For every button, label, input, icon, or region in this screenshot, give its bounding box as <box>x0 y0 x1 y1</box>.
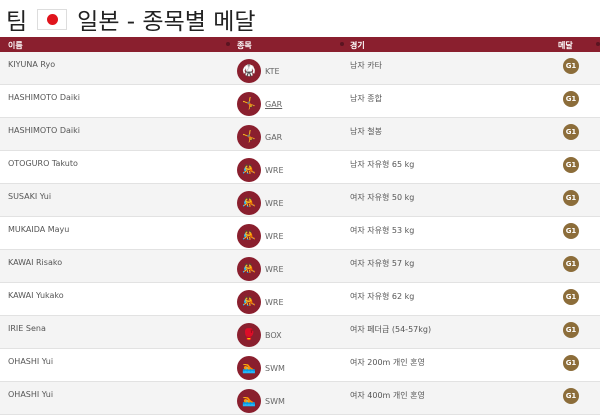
athlete-name[interactable]: KAWAI Risako <box>8 258 63 267</box>
karate-icon: 🥋 <box>237 59 261 83</box>
wrestling-icon: 🤼 <box>237 191 261 215</box>
sport-code[interactable]: KTE <box>265 67 280 76</box>
sport-code[interactable]: BOX <box>265 331 282 340</box>
athlete-name[interactable]: HASHIMOTO Daiki <box>8 93 81 102</box>
table-header: 이름 종목 경기 메달 <box>0 37 600 52</box>
header-sport[interactable]: 종목 <box>237 41 252 50</box>
gold-medal-icon: G1 <box>563 124 579 140</box>
athlete-name[interactable]: OTOGURO Takuto <box>8 159 78 168</box>
table-row: IRIE Sena 🥊 BOX 여자 페더급 (54-57kg) G1 <box>0 316 600 349</box>
athlete-name[interactable]: IRIE Sena <box>8 324 46 333</box>
event-name: 남자 자유형 65 kg <box>350 160 415 169</box>
header-medal[interactable]: 메달 <box>558 41 573 50</box>
sport-code[interactable]: GAR <box>265 100 283 109</box>
gold-medal-icon: G1 <box>563 355 579 371</box>
swimming-icon: 🏊 <box>237 356 261 380</box>
table-row: OHASHI Yui 🏊 SWM 여자 200m 개인 혼영 G1 <box>0 349 600 382</box>
sport-code[interactable]: WRE <box>265 166 284 175</box>
athlete-name[interactable]: OHASHI Yui <box>8 357 54 366</box>
athlete-name[interactable]: OHASHI Yui <box>8 390 54 399</box>
athlete-name[interactable]: HASHIMOTO Daiki <box>8 126 81 135</box>
event-name: 여자 자유형 62 kg <box>350 292 415 301</box>
table-row: KAWAI Risako 🤼 WRE 여자 자유형 57 kg G1 <box>0 250 600 283</box>
sport-code[interactable]: WRE <box>265 298 284 307</box>
gold-medal-icon: G1 <box>563 388 579 404</box>
medal-table-body: KIYUNA Ryo 🥋 KTE 남자 카타 G1 HASHIMOTO Daiki… <box>0 52 600 415</box>
sort-icon[interactable] <box>226 42 230 46</box>
event-name: 여자 자유형 57 kg <box>350 259 415 268</box>
gold-medal-icon: G1 <box>563 256 579 272</box>
sport-code[interactable]: SWM <box>265 364 285 373</box>
event-name: 남자 카타 <box>350 61 382 70</box>
boxing-icon: 🥊 <box>237 323 261 347</box>
gold-medal-icon: G1 <box>563 91 579 107</box>
table-row: HASHIMOTO Daiki 🤸 GAR 남자 종합 G1 <box>0 85 600 118</box>
event-name: 남자 종합 <box>350 94 382 103</box>
athlete-name[interactable]: SUSAKI Yui <box>8 192 52 201</box>
table-row: KIYUNA Ryo 🥋 KTE 남자 카타 G1 <box>0 52 600 85</box>
sport-code[interactable]: WRE <box>265 199 284 208</box>
event-name: 여자 200m 개인 혼영 <box>350 358 425 367</box>
table-row: KAWAI Yukako 🤼 WRE 여자 자유형 62 kg G1 <box>0 283 600 316</box>
athlete-name[interactable]: MUKAIDA Mayu <box>8 225 70 234</box>
event-name: 남자 철봉 <box>350 127 382 136</box>
swimming-icon: 🏊 <box>237 389 261 413</box>
gold-medal-icon: G1 <box>563 289 579 305</box>
table-row: MUKAIDA Mayu 🤼 WRE 여자 자유형 53 kg G1 <box>0 217 600 250</box>
sport-code[interactable]: SWM <box>265 397 285 406</box>
header-name[interactable]: 이름 <box>8 41 23 50</box>
gymnastics-icon: 🤸 <box>237 125 261 149</box>
athlete-name[interactable]: KIYUNA Ryo <box>8 60 56 69</box>
header-event[interactable]: 경기 <box>350 41 365 50</box>
table-row: SUSAKI Yui 🤼 WRE 여자 자유형 50 kg G1 <box>0 184 600 217</box>
wrestling-icon: 🤼 <box>237 224 261 248</box>
title-text: 일본 - 종목별 메달 <box>77 9 256 35</box>
sport-code[interactable]: WRE <box>265 232 284 241</box>
sort-icon[interactable] <box>596 42 600 46</box>
athlete-name[interactable]: KAWAI Yukako <box>8 291 64 300</box>
gold-medal-icon: G1 <box>563 157 579 173</box>
wrestling-icon: 🤼 <box>237 257 261 281</box>
sort-icon[interactable] <box>340 42 344 46</box>
event-name: 여자 400m 개인 혼영 <box>350 391 425 400</box>
table-row: HASHIMOTO Daiki 🤸 GAR 남자 철봉 G1 <box>0 118 600 151</box>
event-name: 여자 페더급 (54-57kg) <box>350 325 432 334</box>
event-name: 여자 자유형 50 kg <box>350 193 415 202</box>
gold-medal-icon: G1 <box>563 223 579 239</box>
gold-medal-icon: G1 <box>563 322 579 338</box>
table-row: OHASHI Yui 🏊 SWM 여자 400m 개인 혼영 G1 <box>0 382 600 415</box>
sport-code[interactable]: WRE <box>265 265 284 274</box>
wrestling-icon: 🤼 <box>237 290 261 314</box>
title-prefix: 팀 <box>6 9 28 35</box>
table-row: OTOGURO Takuto 🤼 WRE 남자 자유형 65 kg G1 <box>0 151 600 184</box>
japan-flag-icon <box>37 8 68 30</box>
event-name: 여자 자유형 53 kg <box>350 226 415 235</box>
sport-code[interactable]: GAR <box>265 133 283 142</box>
gold-medal-icon: G1 <box>563 58 579 74</box>
gold-medal-icon: G1 <box>563 190 579 206</box>
gymnastics-icon: 🤸 <box>237 92 261 116</box>
page-title: 팀 일본 - 종목별 메달 <box>6 4 256 35</box>
wrestling-icon: 🤼 <box>237 158 261 182</box>
